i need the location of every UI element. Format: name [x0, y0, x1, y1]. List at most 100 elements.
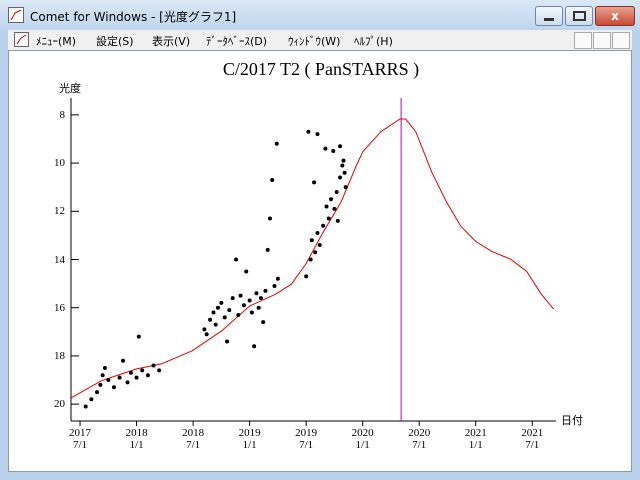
y-tick-label: 18	[54, 349, 65, 362]
observation-point	[321, 223, 326, 228]
window-title: Comet for Windows - [光度グラフ1]	[30, 10, 237, 24]
x-tick-label: 2020 7/1	[408, 427, 431, 451]
y-tick-label: 8	[59, 108, 66, 121]
y-tick-label: 16	[54, 301, 65, 314]
observation-point	[111, 385, 116, 390]
observation-point	[128, 370, 133, 375]
x-tick-label: 2021 7/1	[521, 427, 544, 451]
observation-point	[254, 291, 259, 296]
observation-point	[272, 284, 277, 289]
observation-point	[140, 368, 145, 373]
observation-point	[230, 296, 235, 301]
observation-point	[102, 365, 107, 370]
observation-point	[121, 358, 126, 363]
x-tick-label: 2018 1/1	[125, 427, 148, 451]
chart-title: C/2017 T2 ( PanSTARRS )	[223, 59, 419, 80]
observation-point	[326, 216, 331, 221]
observation-point	[256, 305, 261, 310]
observation-point	[312, 180, 317, 185]
y-tick-label: 10	[54, 157, 65, 170]
observation-point	[315, 230, 320, 235]
observation-point	[308, 257, 313, 262]
observation-point	[334, 190, 339, 195]
observation-point	[258, 296, 263, 301]
menu-item[interactable]: ｳｨﾝﾄﾞｳ(W)	[288, 35, 341, 48]
x-tick-label: 2021 1/1	[464, 427, 487, 451]
y-tick-label: 14	[54, 253, 65, 266]
observation-point	[236, 312, 241, 317]
observation-point	[317, 243, 322, 248]
y-tick-label: 12	[54, 205, 65, 218]
y-axis-label: 光度	[59, 81, 81, 95]
menu-item[interactable]: ﾃﾞｰﾀﾍﾞｰｽ(D)	[206, 35, 268, 48]
chart-window: C/2017 T2 ( PanSTARRS ) 光度 日付 8 10 12 14 16 1…	[8, 50, 632, 472]
maximize-button[interactable]	[565, 6, 593, 26]
observation-point	[95, 390, 100, 395]
observation-point	[270, 177, 275, 182]
observation-point	[338, 144, 343, 149]
observation-point	[227, 308, 232, 313]
mdi-icon	[14, 32, 29, 47]
mdi-minimize[interactable]	[574, 32, 592, 49]
observation-point	[145, 373, 150, 378]
observation-point	[247, 298, 252, 303]
observation-point	[329, 197, 334, 202]
observation-point	[238, 293, 243, 298]
x-tick-label: 2018 7/1	[182, 427, 205, 451]
observation-point	[306, 129, 311, 134]
observation-point	[249, 310, 254, 315]
observation-point	[219, 300, 224, 305]
mdi-close[interactable]	[612, 32, 630, 49]
observation-point	[234, 257, 239, 262]
mdi-restore[interactable]	[593, 32, 611, 49]
chart: C/2017 T2 ( PanSTARRS ) 光度 日付	[59, 59, 583, 427]
menu-item[interactable]: ﾒﾆｭｰ(M)	[36, 35, 77, 48]
observation-point	[215, 305, 220, 310]
x-tick-label: 2017 7/1	[69, 427, 92, 451]
observation-point	[332, 206, 337, 211]
observation-point	[213, 322, 218, 327]
observation-point	[315, 132, 320, 137]
observation-point	[263, 288, 268, 293]
title-bar: Comet for Windows - [光度グラフ1] x	[0, 0, 640, 30]
menu-item[interactable]: ﾍﾙﾌﾟ(H)	[354, 35, 393, 48]
observation-point	[338, 175, 343, 180]
observation-point	[252, 344, 257, 349]
observation-point	[222, 315, 227, 320]
observation-point	[106, 378, 111, 383]
menu-item[interactable]: 表示(V)	[152, 35, 191, 48]
observation-point	[267, 216, 272, 221]
app-icon	[8, 7, 24, 23]
observation-point	[83, 404, 88, 409]
observation-point	[208, 317, 213, 322]
observation-point	[117, 375, 122, 380]
observation-point	[125, 380, 130, 385]
observation-point	[202, 327, 207, 332]
observation-point	[134, 375, 139, 380]
observation-point	[274, 141, 279, 146]
x-tick-label: 2019 7/1	[295, 427, 318, 451]
observation-point	[157, 368, 162, 373]
observation-point	[244, 269, 249, 274]
x-tick-label: 2020 1/1	[351, 427, 374, 451]
observation-point	[275, 276, 280, 281]
observation-point	[335, 218, 340, 223]
observation-point	[323, 146, 328, 151]
menu-item[interactable]: 設定(S)	[96, 35, 134, 48]
observation-point	[324, 204, 329, 209]
observation-point	[341, 158, 346, 163]
observation-point	[225, 339, 230, 344]
minimize-button[interactable]	[535, 6, 563, 26]
observation-point	[304, 274, 309, 279]
close-button[interactable]: x	[595, 6, 635, 26]
observation-point	[261, 320, 266, 325]
observation-point	[331, 149, 336, 154]
observation-point	[343, 185, 348, 190]
observation-point	[100, 373, 105, 378]
x-axis-label: 日付	[561, 414, 583, 427]
light-curve	[70, 118, 555, 399]
observation-point	[204, 332, 209, 337]
observation-point	[136, 334, 141, 339]
observation-point	[313, 250, 318, 255]
